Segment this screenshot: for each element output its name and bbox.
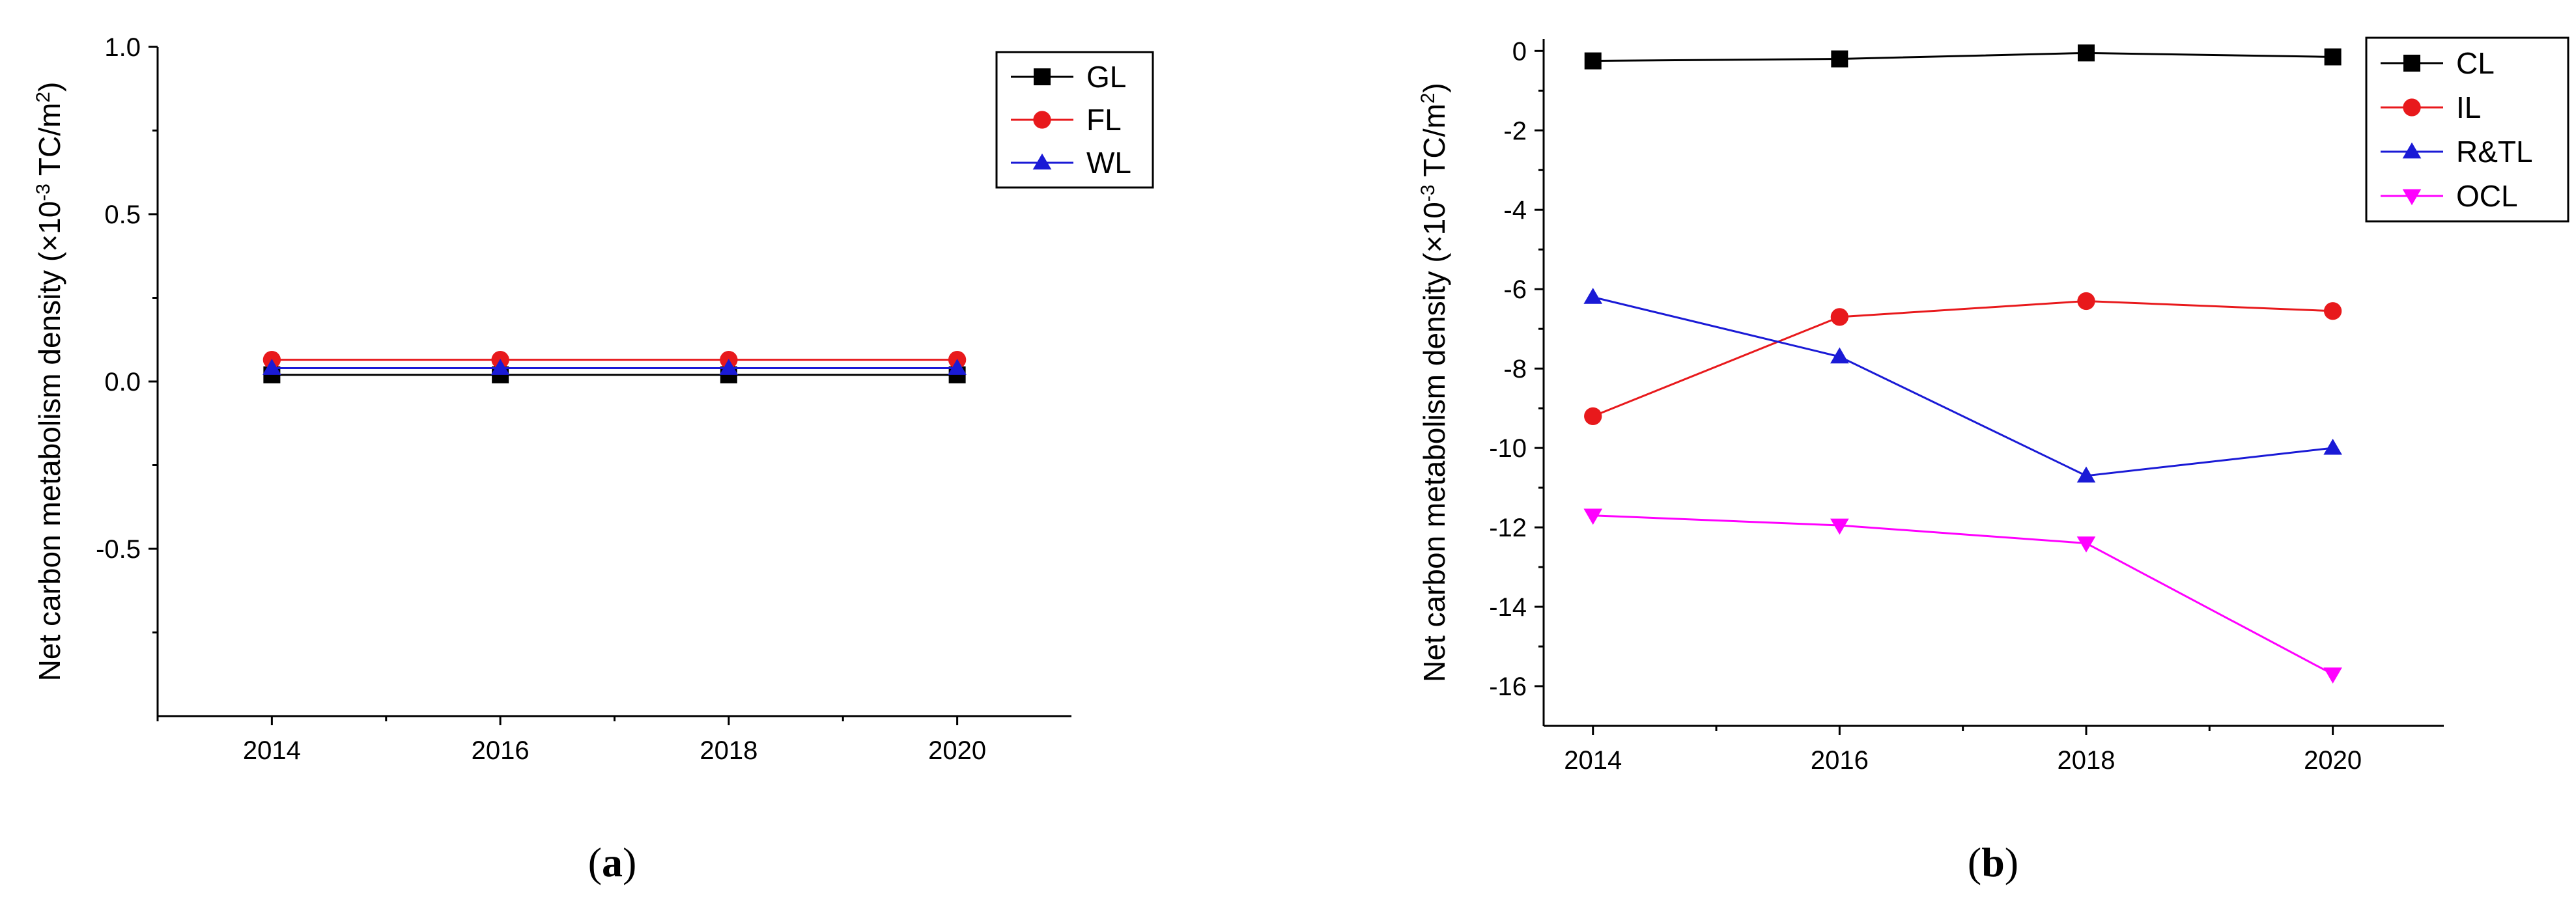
x-tick-label: 2020 [2304,746,2362,775]
y-tick-label: -6 [1503,275,1527,304]
y-axis-title-part: -3 [1417,185,1439,202]
y-tick-label: -4 [1503,196,1527,225]
y-axis-title-part: TC/m [1417,104,1451,184]
y-tick-label: -8 [1503,355,1527,383]
y-tick-label: 0 [1512,37,1527,66]
y-tick-label: -10 [1489,434,1527,463]
legend-marker [2402,189,2422,206]
y-axis-title-part: -3 [33,184,54,201]
data-point-il [1584,407,1602,425]
data-point-cl [1584,52,1602,70]
y-axis-title-part: ) [33,82,66,92]
legend-marker [2403,55,2420,72]
y-axis-title-part: 2 [1417,92,1439,104]
legend: CL IL R&TL OCL [2365,36,2569,223]
x-tick-label: 2014 [1564,746,1622,775]
data-point-r-tl [1583,288,1603,304]
legend-box [2365,36,2569,223]
x-tick-label: 2020 [928,736,986,765]
y-tick-label: 0.0 [104,368,141,396]
y-tick-label: -14 [1489,593,1527,622]
y-axis-title: Net carbon metabolism density (×10-3 TC/… [33,82,67,682]
panel-label-close: ) [2005,839,2018,885]
panel-a-chart: -0.5 0.0 0.5 1.0 2014 2016 2018 2020 Net carbon … [33,33,1154,885]
y-axis-title-part: ) [1417,83,1451,92]
legend: GL FL WL [995,51,1154,189]
data-point-il [2077,292,2095,311]
legend-label: OCL [2456,179,2518,213]
panel-label-close: ) [623,839,636,885]
y-tick-label: -0.5 [96,535,141,564]
legend-marker [2402,142,2422,159]
panel-label: (b) [1968,839,2018,885]
legend-marker [1033,111,1051,129]
data-point-wl [719,359,739,375]
y-tick-label: -2 [1503,117,1527,145]
y-axis-title: Net carbon metabolism density (×10-3 TC/… [1417,83,1452,682]
data-point-r-tl [2076,466,2096,483]
x-tick-label: 2018 [700,736,757,765]
data-point-r-tl [2323,438,2342,455]
panel-label: (a) [588,839,637,885]
panel-label-open: ( [588,839,602,885]
data-point-wl [262,359,281,375]
panel-label-letter: a [602,839,623,885]
legend-label: FL [1086,103,1122,137]
legend-label: IL [2456,90,2481,124]
y-tick-label: -12 [1489,514,1527,542]
y-axis-title-part: TC/m [33,103,66,184]
panel-label-letter: b [1981,839,2005,885]
x-tick-label: 2016 [1811,746,1869,775]
legend-marker [2403,98,2421,117]
x-tick-label: 2018 [2057,746,2115,775]
legend-label: GL [1086,60,1126,94]
data-point-r-tl [1830,347,1849,364]
data-point-cl [1831,50,1848,68]
data-point-ocl [1583,508,1603,525]
data-point-cl [2077,44,2095,62]
y-tick-label: 0.5 [104,201,141,229]
data-point-cl [2324,48,2342,66]
data-point-il [2323,302,2342,320]
series-line-cl [1592,51,2333,62]
data-point-ocl [2323,667,2342,684]
y-tick-label: -16 [1489,672,1527,701]
data-point-wl [490,359,510,375]
legend-marker [1032,153,1052,170]
series-line-r-tl [1592,296,2333,477]
legend-label: WL [1086,146,1131,180]
series-line-il [1592,299,2333,417]
x-tick-label: 2014 [243,736,301,765]
y-axis-title-part: Net carbon metabolism density (×10 [1417,202,1451,682]
x-tick-label: 2016 [472,736,530,765]
legend-marker [1034,68,1051,85]
data-point-wl [948,359,967,375]
data-point-ocl [2076,536,2096,553]
legend-label: CL [2456,46,2495,80]
y-axis-title-part: Net carbon metabolism density (×10 [33,201,66,682]
series-line-ocl [1592,514,2334,676]
y-axis-title-part: 2 [33,92,54,103]
data-point-ocl [1830,518,1849,535]
legend-label: R&TL [2456,135,2533,169]
panel-b-chart: 0 -2 -4 -6 -8 -10 -12 -14 -16 2014 2016 2018 2020 Net… [1417,36,2569,885]
legend-box [995,51,1154,189]
panel-label-open: ( [1968,839,1981,885]
data-point-il [1830,308,1849,326]
y-tick-label: 1.0 [104,33,141,62]
